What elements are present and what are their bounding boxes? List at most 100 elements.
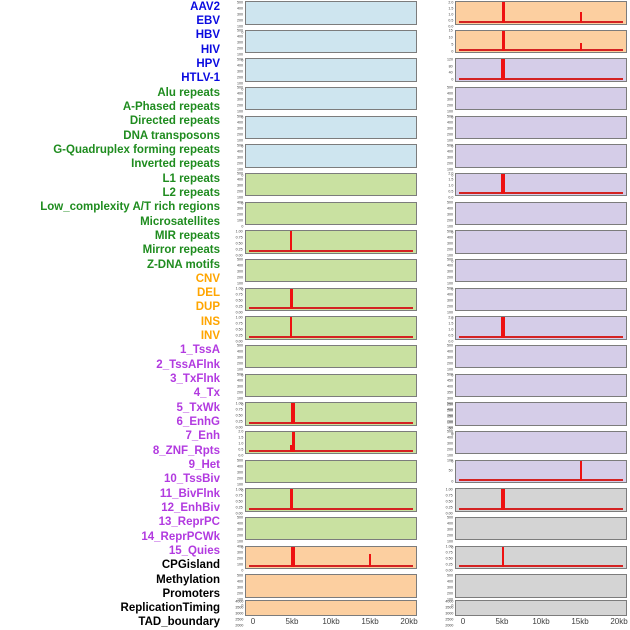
y-tick-label: 300 — [236, 471, 243, 475]
y-tick-label: 200 — [236, 104, 243, 109]
y-axis-ticks: 500 400 300 200 100 0 — [224, 458, 243, 493]
y-tick-label: 400 — [236, 545, 243, 549]
y-tick-label: 0.5 — [447, 333, 453, 338]
y-tick-label: 300 — [236, 12, 243, 17]
track-plot — [245, 488, 417, 512]
y-tick-label: 300 — [446, 98, 453, 103]
track-plot — [455, 115, 627, 140]
y-tick-label: 200 — [446, 362, 453, 367]
y-tick-label: 300 — [236, 585, 243, 590]
y-tick-label: 100 — [446, 139, 453, 143]
track-label: HPV — [196, 58, 220, 71]
spike-mark — [501, 30, 505, 52]
track-label: Low_complexity A/T rich regions — [40, 201, 220, 214]
y-tick-label: 0.5 — [447, 18, 453, 23]
y-tick-label: 0 — [240, 116, 243, 121]
track-plot — [245, 459, 417, 484]
y-tick-label: 2.0 — [447, 0, 453, 5]
y-tick-label: 500 — [446, 86, 453, 91]
y-tick-label: 1.5 — [447, 178, 453, 183]
y-tick-label: 0 — [450, 546, 453, 551]
y-tick-label: 400 — [236, 579, 243, 584]
y-axis-ticks: 400 300 200 100 0 — [224, 200, 243, 229]
track-plot — [245, 58, 417, 82]
y-tick-label: 100 — [446, 454, 453, 459]
y-tick-label: 1.00 — [235, 229, 243, 234]
track-label: Methylation — [156, 573, 220, 586]
y-tick-label: 100 — [446, 368, 453, 373]
track-plot — [455, 488, 627, 512]
spike-mark — [290, 288, 293, 310]
y-tick-label: 0.50 — [235, 327, 243, 332]
y-tick-label: 2.0 — [447, 315, 453, 320]
signal-baseline — [459, 20, 623, 23]
x-axis-tick-label: 15kb — [361, 617, 379, 626]
y-tick-label: 0.50 — [235, 499, 243, 504]
y-tick-label: 0.00 — [235, 339, 243, 344]
y-axis-ticks: 500 400 300 200 100 0 — [434, 286, 453, 321]
y-tick-label: 0.25 — [235, 505, 243, 510]
y-axis-ticks: 2.0 1.5 1.0 0.5 0.0 — [434, 315, 453, 344]
spike-mark — [291, 546, 295, 568]
y-tick-label: 100 — [236, 397, 243, 401]
y-tick-label: 0 — [450, 78, 453, 83]
y-tick-label: 500 — [236, 29, 243, 33]
y-tick-label: 200 — [236, 557, 243, 561]
y-tick-label: 0 — [240, 59, 243, 63]
spike-mark — [580, 460, 582, 482]
y-axis-ticks: 1.00 0.75 0.50 0.25 0.00 — [224, 229, 243, 258]
y-tick-label: 2500 — [444, 617, 453, 622]
track-plot — [245, 316, 417, 340]
y-tick-label: 200 — [446, 448, 453, 453]
y-tick-label: 2.0 — [237, 430, 243, 435]
y-tick-label: 100 — [446, 110, 453, 115]
y-tick-label: 1.00 — [235, 315, 243, 320]
track-plot — [245, 402, 417, 426]
y-tick-label: 0.50 — [445, 557, 453, 561]
y-tick-label: 500 — [446, 143, 453, 148]
y-tick-label: 100 — [446, 225, 453, 229]
track-plot — [245, 344, 417, 369]
x-axis-tick-label: 15kb — [571, 617, 589, 626]
y-tick-label: 100 — [446, 253, 453, 258]
y-tick-label: 100 — [236, 219, 243, 223]
spike-mark — [501, 59, 505, 80]
track-label: G-Quadruplex forming repeats — [53, 143, 220, 156]
y-tick-label: 0 — [450, 288, 453, 293]
y-tick-label: 10 — [448, 36, 453, 40]
signal-baseline — [459, 479, 623, 482]
y-axis-ticks: 500 400 300 200 100 0 — [224, 372, 243, 407]
track-label: L1 repeats — [162, 172, 220, 185]
track-plot — [455, 316, 627, 340]
y-tick-label: 500 — [446, 201, 453, 205]
y-axis-ticks: 500 400 300 200 100 0 — [224, 515, 243, 551]
y-tick-label: 300 — [236, 41, 243, 45]
y-tick-label: 0.00 — [445, 569, 453, 573]
spike-mark — [580, 42, 582, 52]
y-axis-ticks: 500 400 300 200 100 0 — [434, 515, 453, 551]
track-label: INV — [200, 330, 220, 343]
track-plot — [455, 172, 627, 197]
y-tick-label: 400 — [236, 178, 243, 183]
x-axis-tick-label: 20kb — [610, 617, 628, 626]
y-tick-label: 1.0 — [447, 327, 453, 332]
y-tick-label: 300 — [446, 413, 453, 418]
track-label: DEL — [197, 287, 220, 300]
y-tick-label: 400 — [446, 522, 453, 527]
y-tick-label: 400 — [236, 6, 243, 11]
y-axis-ticks: 500 400 300 200 100 0 — [224, 343, 243, 379]
y-tick-label: 300 — [236, 207, 243, 211]
y-tick-label: 200 — [446, 419, 453, 424]
y-tick-label: 100 — [236, 53, 243, 57]
y-tick-label: 400 — [446, 385, 453, 389]
y-tick-label: 3000 — [444, 611, 453, 616]
y-tick-label: 500 — [236, 573, 243, 578]
y-tick-label: 100 — [236, 167, 243, 172]
y-tick-label: 0 — [240, 603, 243, 608]
track-plot — [245, 600, 417, 616]
y-tick-label: 0.25 — [235, 247, 243, 252]
y-tick-label: 250 — [446, 403, 453, 407]
y-tick-label: 0 — [240, 145, 243, 149]
y-tick-label: 400 — [236, 149, 243, 154]
y-tick-label: 300 — [446, 241, 453, 246]
